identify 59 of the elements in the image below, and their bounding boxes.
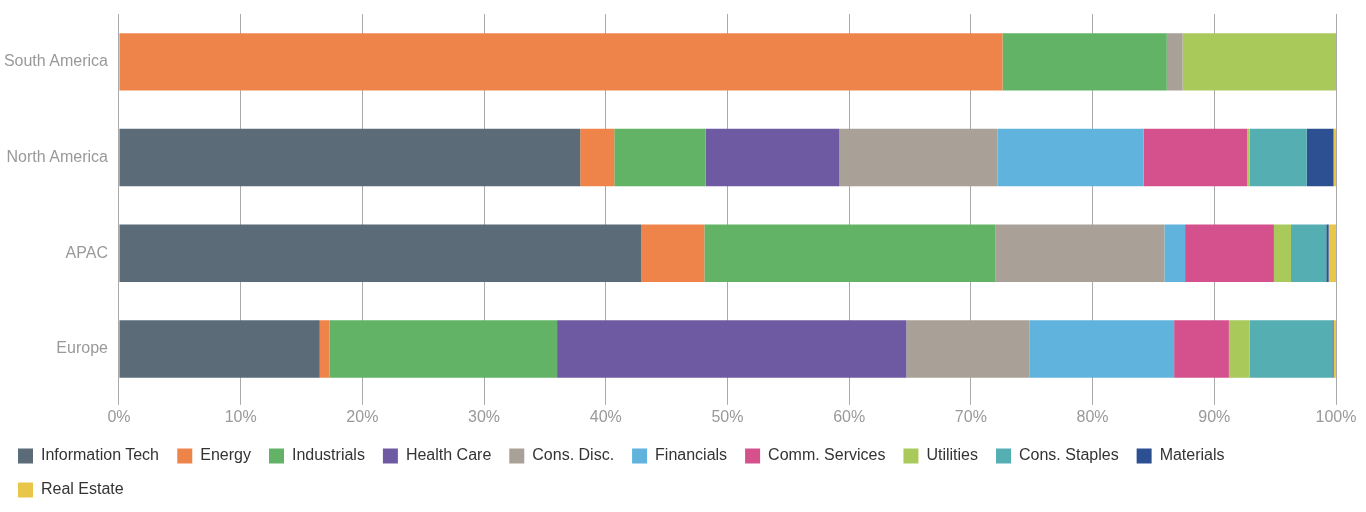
bar: [329, 320, 558, 378]
bar: [1143, 128, 1248, 187]
bar: [997, 128, 1144, 187]
legend-label: Industrials: [291, 446, 365, 464]
legend-label: Financials: [655, 446, 728, 464]
bar: [1328, 224, 1336, 282]
legend-label: Cons. Staples: [1019, 446, 1119, 464]
x-tick-label: 100%: [1315, 407, 1357, 425]
legend-label: Real Estate: [41, 480, 124, 498]
x-tick-label: 60%: [833, 407, 866, 425]
legend-label: Cons. Disc.: [532, 446, 615, 464]
bar: [995, 224, 1165, 282]
bar: [614, 128, 706, 187]
bar: [1326, 224, 1329, 282]
x-tick-label: 20%: [346, 407, 379, 425]
bar: [1002, 33, 1167, 91]
x-tick-label: 10%: [224, 407, 257, 425]
y-tick-label: Europe: [56, 339, 109, 357]
x-tick-label: 30%: [468, 407, 501, 425]
bar: [119, 224, 642, 282]
bar: [1182, 33, 1336, 91]
bar: [557, 320, 907, 378]
bar: [1290, 224, 1327, 282]
bar: [119, 128, 581, 187]
bar: [1166, 33, 1183, 91]
bar: [1249, 128, 1307, 187]
bar: [1029, 320, 1175, 378]
x-tick-label: 80%: [1076, 407, 1109, 425]
bar: [1249, 320, 1333, 378]
bar: [1247, 128, 1250, 187]
legend-label: Energy: [200, 446, 251, 464]
bar: [1306, 128, 1334, 187]
bar: [1185, 224, 1274, 282]
bar: [1228, 320, 1250, 378]
x-tick-label: 50%: [711, 407, 744, 425]
legend-label: Health Care: [405, 446, 492, 464]
y-tick-label: South America: [3, 52, 109, 70]
bar: [119, 320, 320, 378]
bar: [839, 128, 998, 187]
bar: [319, 320, 330, 378]
bar: [580, 128, 615, 187]
legend-label: Comm. Services: [768, 446, 886, 464]
bar: [1273, 224, 1291, 282]
legend-label: Materials: [1159, 446, 1225, 464]
legend-label: Utilities: [926, 446, 979, 464]
x-tick-label: 70%: [954, 407, 987, 425]
bar: [704, 224, 996, 282]
bar: [1174, 320, 1229, 378]
y-tick-label: APAC: [65, 243, 108, 261]
bar: [1164, 224, 1186, 282]
y-tick-label: North America: [6, 147, 109, 165]
bar: [119, 33, 1003, 91]
legend-label: Information Tech: [41, 446, 159, 464]
x-tick-label: 40%: [589, 407, 622, 425]
bar: [641, 224, 705, 282]
x-tick-label: 0%: [107, 407, 131, 425]
bar: [906, 320, 1030, 378]
bar: [705, 128, 840, 187]
x-tick-label: 90%: [1198, 407, 1231, 425]
